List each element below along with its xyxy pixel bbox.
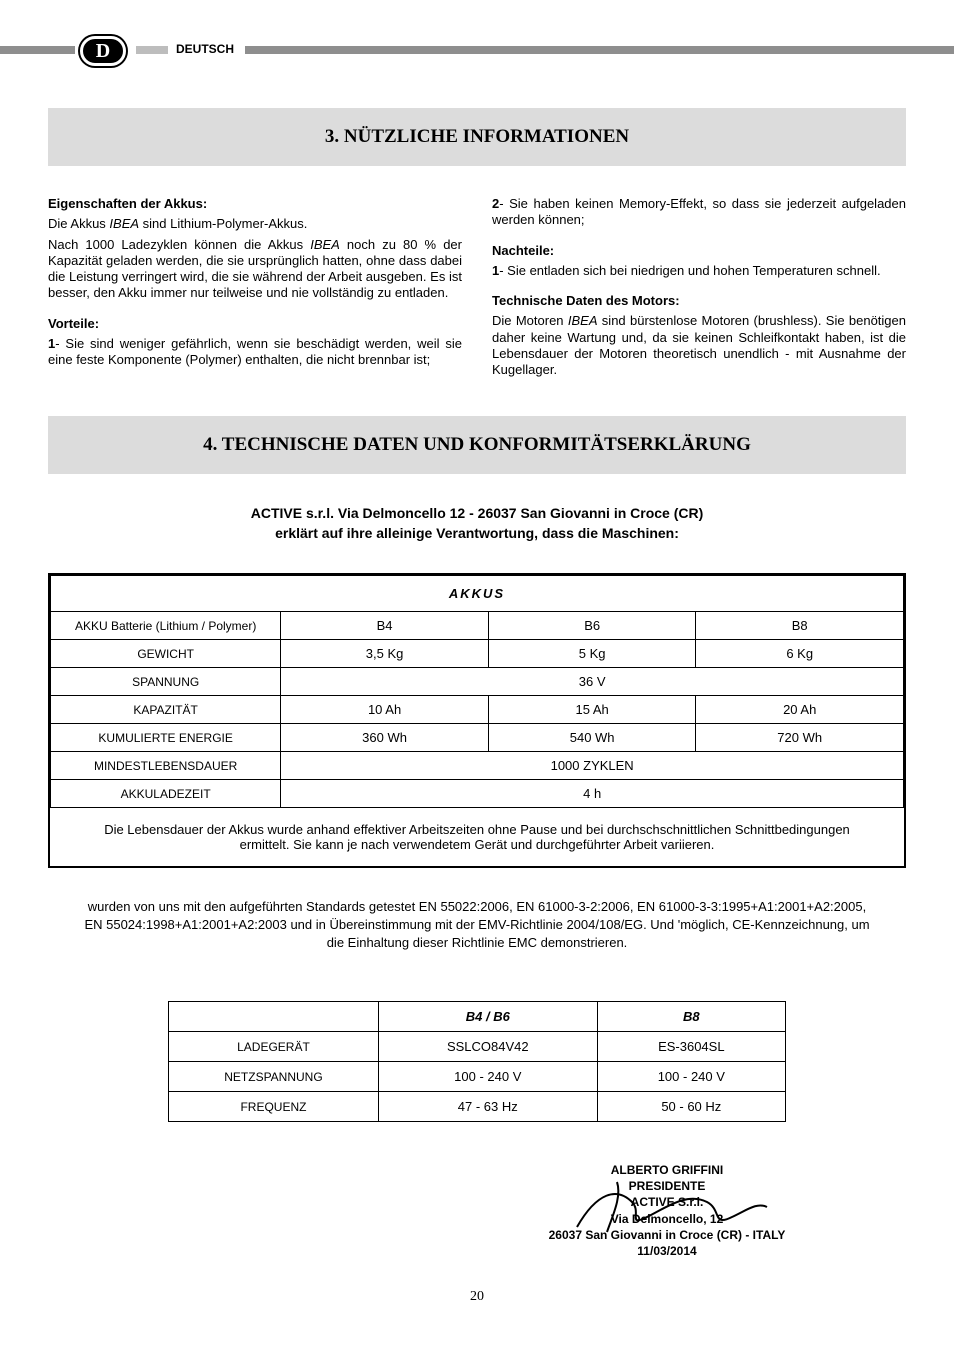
section-4-title: 4. TECHNISCHE DATEN UND KONFORMITÄTSERKL… [48, 434, 906, 456]
text-vorteil-2: 2- Sie haben keinen Memory-Effekt, so da… [492, 196, 906, 229]
language-label: DEUTSCH [176, 42, 234, 56]
cell-value: 100 - 240 V [378, 1062, 597, 1092]
cell-value: SSLCO84V42 [378, 1032, 597, 1062]
cell-value: 720 Wh [696, 724, 904, 752]
table-row: AKKULADEZEIT 4 h [51, 780, 904, 808]
charger-table: B4 / B6 B8 LADEGERÄT SSLCO84V42 ES-3604S… [168, 1001, 786, 1122]
heading-eigenschaften: Eigenschaften der Akkus: [48, 196, 207, 211]
cell-label: KUMULIERTE ENERGIE [51, 724, 281, 752]
cell-value: B6 [488, 612, 696, 640]
column-right: 2- Sie haben keinen Memory-Effekt, so da… [492, 196, 906, 392]
heading-motor: Technische Daten des Motors: [492, 293, 680, 308]
table-row: AKKU Batterie (Lithium / Polymer) B4 B6 … [51, 612, 904, 640]
cell-value: B8 [696, 612, 904, 640]
table-row: AKKUS [51, 576, 904, 612]
text-akkus-type: Die Akkus IBEA sind Lithium-Polymer-Akku… [48, 216, 462, 232]
table-row: SPANNUNG 36 V [51, 668, 904, 696]
sig-date: 11/03/2014 [428, 1243, 906, 1259]
cell-value: 360 Wh [281, 724, 489, 752]
header-rule-right [245, 46, 954, 54]
section-3-heading: 3. NÜTZLICHE INFORMATIONEN [48, 108, 906, 166]
cell-label: AKKULADEZEIT [51, 780, 281, 808]
table-row: GEWICHT 3,5 Kg 5 Kg 6 Kg [51, 640, 904, 668]
text-nachteil-1: 1- Sie entladen sich bei niedrigen und h… [492, 263, 906, 279]
text-ladezyklen: Nach 1000 Ladezyklen können die Akkus IB… [48, 237, 462, 302]
section-3-title: 3. NÜTZLICHE INFORMATIONEN [48, 126, 906, 148]
cell-label: AKKU Batterie (Lithium / Polymer) [51, 612, 281, 640]
declaration-line2: erklärt auf ihre alleinige Verantwortung… [275, 525, 679, 541]
cell-value: 50 - 60 Hz [597, 1092, 785, 1122]
akku-table-container: AKKUS AKKU Batterie (Lithium / Polymer) … [48, 573, 906, 868]
declaration-text: ACTIVE s.r.l. Via Delmoncello 12 - 26037… [48, 504, 906, 543]
language-badge: D [80, 36, 126, 66]
cell-value: 540 Wh [488, 724, 696, 752]
cell-label: KAPAZITÄT [51, 696, 281, 724]
table-row: MINDESTLEBENSDAUER 1000 ZYKLEN [51, 752, 904, 780]
cell-value: 47 - 63 Hz [378, 1092, 597, 1122]
cell-value: 36 V [281, 668, 904, 696]
section-4-heading: 4. TECHNISCHE DATEN UND KONFORMITÄTSERKL… [48, 416, 906, 474]
section-3-body: Eigenschaften der Akkus: Die Akkus IBEA … [48, 196, 906, 392]
cell-value: 1000 ZYKLEN [281, 752, 904, 780]
cell-value: 4 h [281, 780, 904, 808]
table-row: KAPAZITÄT 10 Ah 15 Ah 20 Ah [51, 696, 904, 724]
standards-text: wurden von uns mit den aufgeführten Stan… [78, 898, 876, 951]
cell-value: 5 Kg [488, 640, 696, 668]
sig-addr2: 26037 San Giovanni in Croce (CR) - ITALY [428, 1227, 906, 1243]
declaration-line1: ACTIVE s.r.l. Via Delmoncello 12 - 26037… [251, 505, 704, 521]
cell-label: GEWICHT [51, 640, 281, 668]
akku-table-title: AKKUS [51, 576, 904, 612]
akku-table-footnote: Die Lebensdauer der Akkus wurde anhand e… [51, 808, 904, 867]
sig-name: ALBERTO GRIFFINI [428, 1162, 906, 1178]
table-row: FREQUENZ 47 - 63 Hz 50 - 60 Hz [169, 1092, 786, 1122]
cell-label: FREQUENZ [169, 1092, 379, 1122]
sig-company: ACTIVE S.r.l. [428, 1194, 906, 1210]
charger-col-b8: B8 [597, 1002, 785, 1032]
cell-label: MINDESTLEBENSDAUER [51, 752, 281, 780]
cell-value: 20 Ah [696, 696, 904, 724]
page-number: 20 [48, 1289, 906, 1305]
cell-label: LADEGERÄT [169, 1032, 379, 1062]
header-rule-left [0, 46, 75, 54]
charger-col-b4b6: B4 / B6 [378, 1002, 597, 1032]
heading-vorteile: Vorteile: [48, 316, 99, 331]
cell-value: 15 Ah [488, 696, 696, 724]
text-motor: Die Motoren IBEA sind bürstenlose Motore… [492, 313, 906, 378]
heading-nachteile: Nachteile: [492, 243, 554, 258]
header-bar: D DEUTSCH [0, 36, 954, 84]
signature-block: ALBERTO GRIFFINI PRESIDENTE ACTIVE S.r.l… [428, 1162, 906, 1259]
cell-label: NETZSPANNUNG [169, 1062, 379, 1092]
cell-label: SPANNUNG [51, 668, 281, 696]
cell-value: B4 [281, 612, 489, 640]
table-row: B4 / B6 B8 [169, 1002, 786, 1032]
cell-value: 10 Ah [281, 696, 489, 724]
cell-value: 6 Kg [696, 640, 904, 668]
cell-value: 100 - 240 V [597, 1062, 785, 1092]
cell-value: 3,5 Kg [281, 640, 489, 668]
sig-title: PRESIDENTE [428, 1178, 906, 1194]
table-row: LADEGERÄT SSLCO84V42 ES-3604SL [169, 1032, 786, 1062]
text-vorteil-1: 1- Sie sind weniger gefährlich, wenn sie… [48, 336, 462, 369]
sig-addr1: Via Delmoncello, 12 [428, 1211, 906, 1227]
akku-table: AKKUS AKKU Batterie (Lithium / Polymer) … [50, 575, 904, 866]
header-rule-mid [136, 46, 168, 54]
table-row: KUMULIERTE ENERGIE 360 Wh 540 Wh 720 Wh [51, 724, 904, 752]
table-row: NETZSPANNUNG 100 - 240 V 100 - 240 V [169, 1062, 786, 1092]
cell-value: ES-3604SL [597, 1032, 785, 1062]
table-row: Die Lebensdauer der Akkus wurde anhand e… [51, 808, 904, 867]
column-left: Eigenschaften der Akkus: Die Akkus IBEA … [48, 196, 462, 392]
